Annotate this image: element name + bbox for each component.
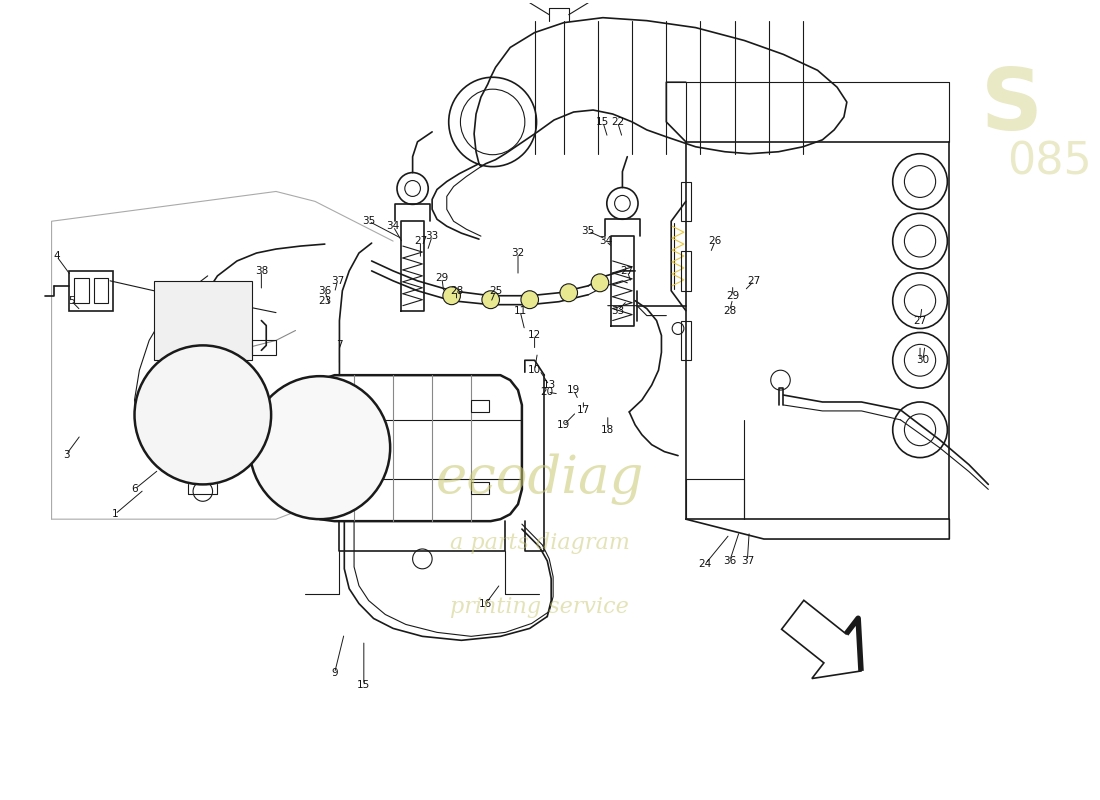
Bar [681, 182, 691, 222]
Circle shape [134, 346, 271, 485]
Text: 34: 34 [386, 222, 399, 231]
Text: 37: 37 [331, 276, 344, 286]
Bar [324, 482, 342, 494]
Text: 2: 2 [307, 430, 314, 440]
Text: 18: 18 [601, 425, 615, 434]
Circle shape [591, 274, 608, 292]
Text: 3: 3 [63, 450, 69, 460]
Text: 29: 29 [436, 273, 449, 283]
Text: 13: 13 [542, 380, 556, 390]
Text: 38: 38 [255, 266, 268, 276]
Bar [252, 341, 276, 355]
Text: 1: 1 [112, 510, 119, 519]
Bar [471, 482, 488, 494]
Text: 29: 29 [726, 290, 739, 301]
Text: 23: 23 [318, 296, 331, 306]
Text: 15: 15 [358, 680, 371, 690]
Text: 36: 36 [318, 286, 331, 296]
Bar [681, 251, 691, 290]
Text: 15: 15 [596, 117, 609, 127]
Text: 085: 085 [1006, 140, 1091, 183]
Bar [324, 398, 342, 410]
Text: 5: 5 [68, 296, 75, 306]
Text: 28: 28 [723, 306, 736, 316]
Text: 27: 27 [414, 236, 427, 246]
Text: 26: 26 [708, 236, 722, 246]
Text: 24: 24 [698, 559, 712, 569]
Text: 34: 34 [600, 236, 613, 246]
Bar [74, 278, 89, 302]
Circle shape [560, 284, 578, 302]
Text: 6: 6 [131, 484, 138, 494]
Circle shape [250, 376, 390, 519]
Text: 10: 10 [528, 366, 541, 375]
Text: 35: 35 [582, 226, 595, 236]
Text: 19: 19 [558, 420, 571, 430]
Text: 9: 9 [331, 668, 338, 678]
Text: 33: 33 [426, 231, 439, 241]
Text: 17: 17 [576, 405, 590, 415]
Text: 16: 16 [480, 598, 493, 609]
Bar [69, 271, 113, 310]
Bar [154, 281, 252, 360]
Text: 22: 22 [610, 117, 624, 127]
Text: a parts diagram: a parts diagram [450, 532, 629, 554]
Text: 27: 27 [913, 315, 926, 326]
Bar [94, 278, 108, 302]
Text: 19: 19 [566, 385, 580, 395]
Text: 27: 27 [620, 266, 634, 276]
Text: 4: 4 [53, 251, 59, 261]
Text: 35: 35 [362, 216, 375, 226]
Text: 37: 37 [740, 556, 754, 566]
Text: 12: 12 [528, 330, 541, 341]
Text: ecodiag: ecodiag [436, 454, 644, 506]
Circle shape [443, 286, 461, 305]
Text: 32: 32 [512, 248, 525, 258]
Text: printing service: printing service [450, 595, 629, 618]
Text: 20: 20 [541, 387, 553, 397]
Text: 11: 11 [514, 306, 527, 316]
Text: 28: 28 [450, 286, 463, 296]
Text: 36: 36 [723, 556, 736, 566]
Bar [681, 321, 691, 360]
Text: S: S [981, 65, 1043, 147]
Bar [471, 400, 488, 412]
Text: 27: 27 [748, 276, 761, 286]
Text: 25: 25 [488, 286, 503, 296]
Text: 33: 33 [610, 306, 624, 316]
Circle shape [521, 290, 539, 309]
Circle shape [482, 290, 499, 309]
Text: 7: 7 [337, 340, 343, 350]
Text: 30: 30 [916, 355, 930, 366]
